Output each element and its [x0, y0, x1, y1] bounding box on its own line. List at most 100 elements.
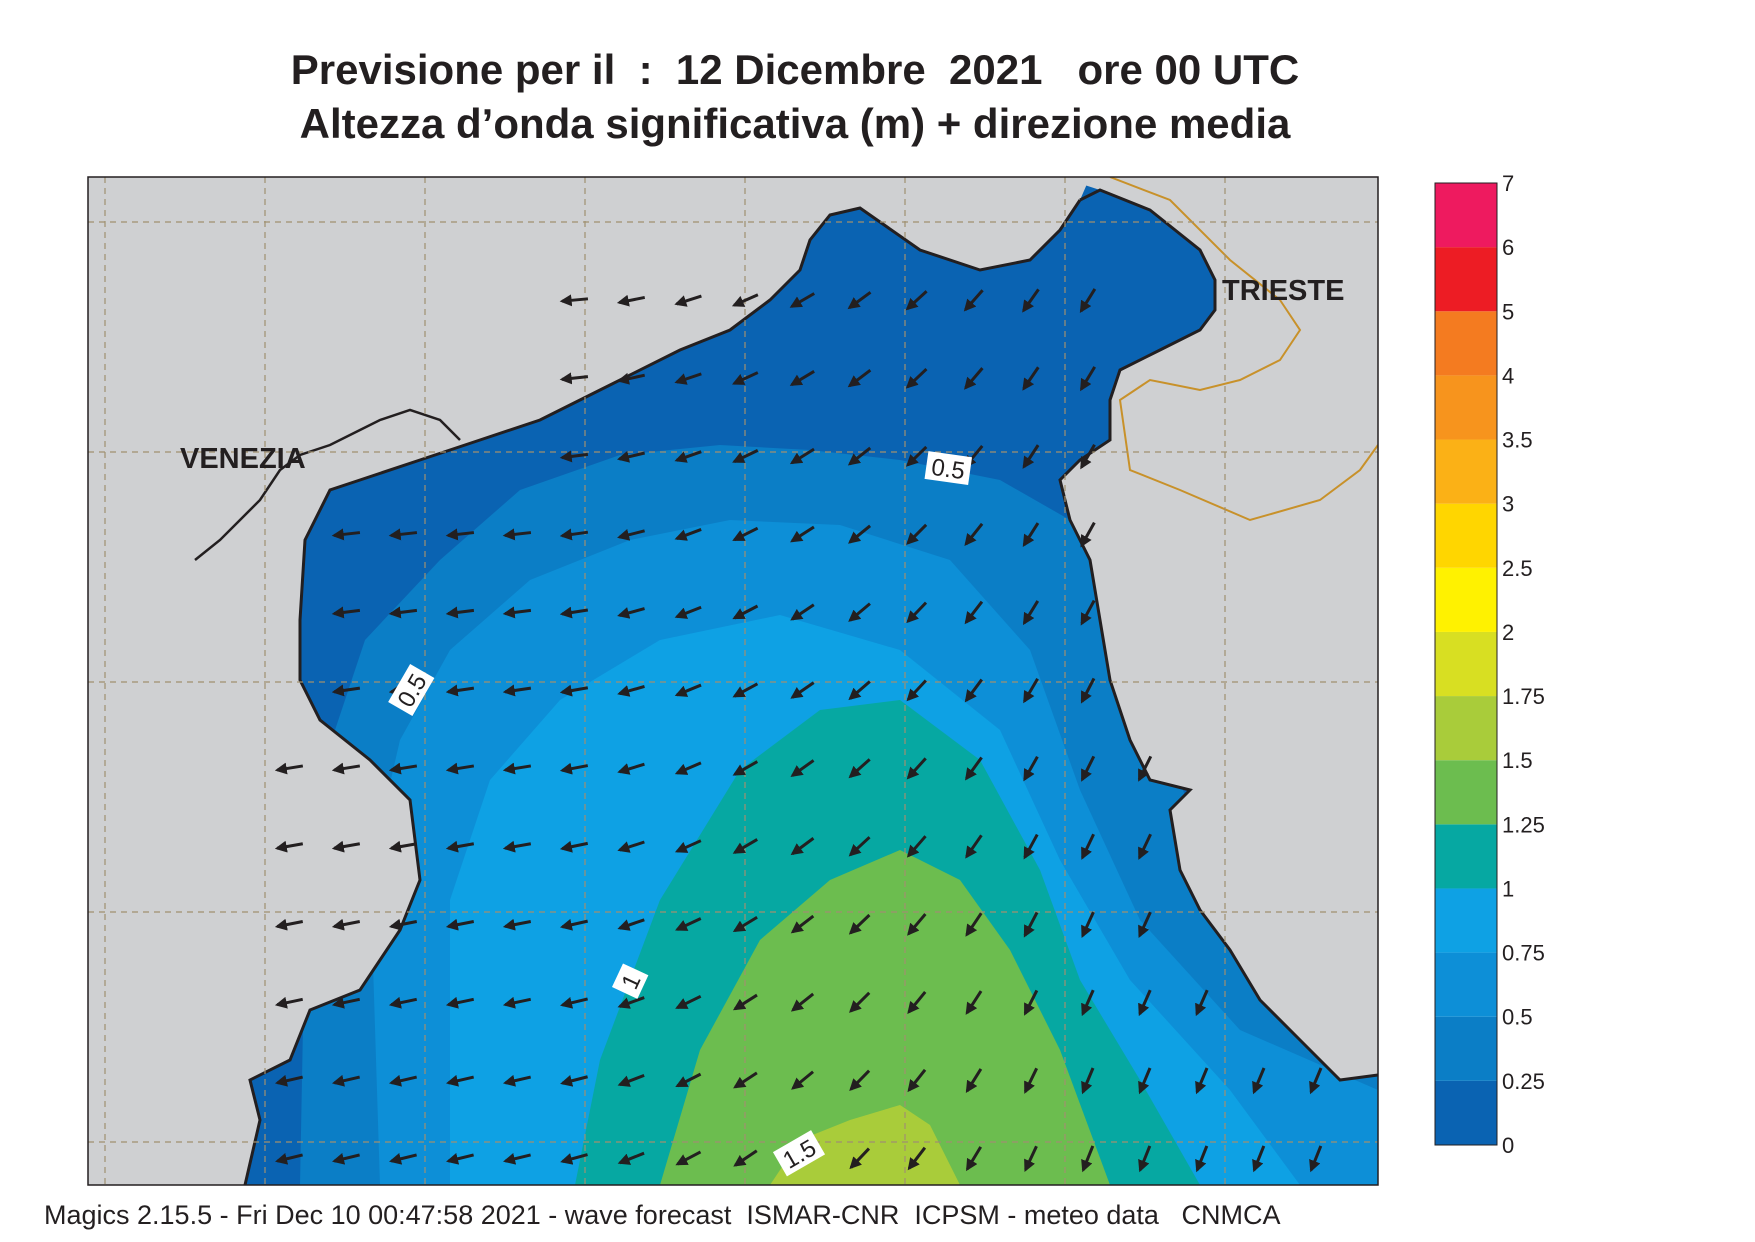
direction-arrow: [791, 1070, 815, 1090]
direction-arrow: [1022, 522, 1040, 548]
direction-arrow: [445, 762, 475, 775]
direction-arrow: [1023, 989, 1039, 1016]
coastline-east: [1058, 188, 1378, 1082]
direction-arrow: [732, 682, 759, 698]
colorbar-tick-label: 3.5: [1502, 428, 1533, 453]
direction-arrow: [849, 1069, 871, 1091]
direction-arrow: [905, 367, 928, 389]
direction-arrow: [502, 606, 532, 619]
colorbar-tick-label: 2: [1502, 620, 1514, 645]
direction-arrow: [906, 601, 928, 624]
direction-arrow: [559, 294, 589, 307]
direction-arrow: [1080, 599, 1096, 626]
direction-arrow: [388, 918, 418, 931]
direction-arrow: [964, 756, 983, 781]
direction-arrow: [445, 528, 475, 541]
direction-arrow: [559, 528, 589, 541]
direction-arrow: [1024, 1145, 1038, 1172]
direction-arrow: [964, 678, 983, 703]
colorbar-swatch: [1435, 888, 1497, 953]
direction-arrow: [388, 996, 418, 1009]
colorbar-swatch: [1435, 311, 1497, 376]
direction-arrow: [849, 1147, 871, 1170]
direction-arrow: [617, 450, 645, 463]
direction-arrow: [502, 1074, 532, 1087]
svg-text:0.5: 0.5: [930, 454, 967, 485]
direction-arrow: [790, 681, 815, 699]
direction-arrow: [963, 289, 984, 312]
direction-arrow: [1195, 989, 1209, 1017]
direction-arrow: [1309, 1145, 1323, 1173]
direction-arrow: [388, 1074, 418, 1087]
direction-arrow: [502, 762, 532, 775]
direction-arrow: [732, 838, 758, 854]
direction-arrow: [848, 836, 871, 857]
direction-arrow: [906, 757, 927, 780]
direction-arrow: [502, 996, 532, 1009]
land-east-istria: [1060, 177, 1378, 1080]
direction-arrow: [332, 1152, 360, 1165]
direction-arrow: [331, 606, 361, 619]
direction-arrow: [964, 367, 984, 390]
colorbar-swatch: [1435, 696, 1497, 761]
direction-arrow: [389, 1152, 417, 1165]
colorbar-swatch: [1435, 503, 1497, 568]
direction-arrow: [617, 762, 645, 775]
colorbar-tick-label: 1: [1502, 876, 1514, 901]
direction-arrow: [732, 449, 759, 463]
direction-arrow: [906, 835, 927, 858]
colorbar-swatch: [1435, 631, 1497, 697]
direction-arrow: [1023, 833, 1039, 860]
direction-arrow: [331, 840, 361, 853]
direction-arrow: [559, 606, 589, 619]
map-frame: [87, 176, 1379, 1186]
direction-arrow: [790, 992, 815, 1012]
direction-arrow: [445, 606, 475, 619]
direction-arrow: [560, 996, 588, 1009]
colorbar-tick-label: 0.5: [1502, 1005, 1533, 1030]
direction-arrow: [275, 1152, 303, 1165]
direction-arrow: [1023, 1067, 1039, 1094]
direction-arrow: [674, 528, 702, 541]
colorbar-tick-label: 4: [1502, 363, 1514, 388]
colorbar-swatch: [1435, 760, 1497, 825]
direction-arrow: [1252, 1067, 1266, 1095]
direction-arrow: [965, 1146, 983, 1172]
direction-arrow: [388, 762, 418, 775]
direction-arrow: [388, 528, 418, 541]
direction-arrow: [1195, 1067, 1209, 1095]
direction-arrow: [445, 1074, 475, 1087]
direction-arrow: [559, 918, 589, 931]
direction-arrow: [675, 1072, 702, 1088]
direction-arrow: [907, 990, 927, 1014]
colorbar-tick-label: 5: [1502, 299, 1514, 324]
direction-arrow: [331, 1074, 361, 1087]
direction-arrow: [1080, 677, 1096, 704]
direction-arrow: [790, 914, 815, 934]
direction-arrow: [789, 292, 816, 308]
direction-arrow: [674, 294, 702, 307]
direction-arrow: [617, 684, 645, 697]
direction-arrow: [1081, 989, 1095, 1017]
colorbar-legend: 0 0.25 0.5 0.75 1 1.25 1.5 1.75 2 2.5 3 3.5 4 5 6 7: [1434, 171, 1545, 1158]
direction-arrow: [731, 293, 759, 307]
direction-arrow: [560, 1153, 588, 1165]
direction-arrow: [1309, 1067, 1323, 1095]
direction-arrow: [790, 525, 815, 543]
direction-arrow: [848, 524, 872, 544]
direction-arrow: [617, 1073, 645, 1087]
direction-arrow: [907, 1146, 927, 1171]
direction-arrow: [331, 918, 361, 931]
contour-label-1: 1: [612, 963, 649, 999]
direction-arrow: [274, 996, 304, 1009]
direction-arrow: [1138, 989, 1152, 1017]
direction-arrow: [732, 993, 758, 1011]
direction-arrow: [733, 1149, 758, 1167]
map-title: Previsione per il : 12 Dicembre 2021 ore…: [290, 46, 1300, 93]
sea-band-1-25: [660, 850, 1110, 1185]
direction-arrow: [907, 913, 927, 936]
direction-arrow: [906, 523, 928, 545]
coastline-west: [243, 199, 1082, 1185]
direction-arrow: [964, 522, 984, 547]
